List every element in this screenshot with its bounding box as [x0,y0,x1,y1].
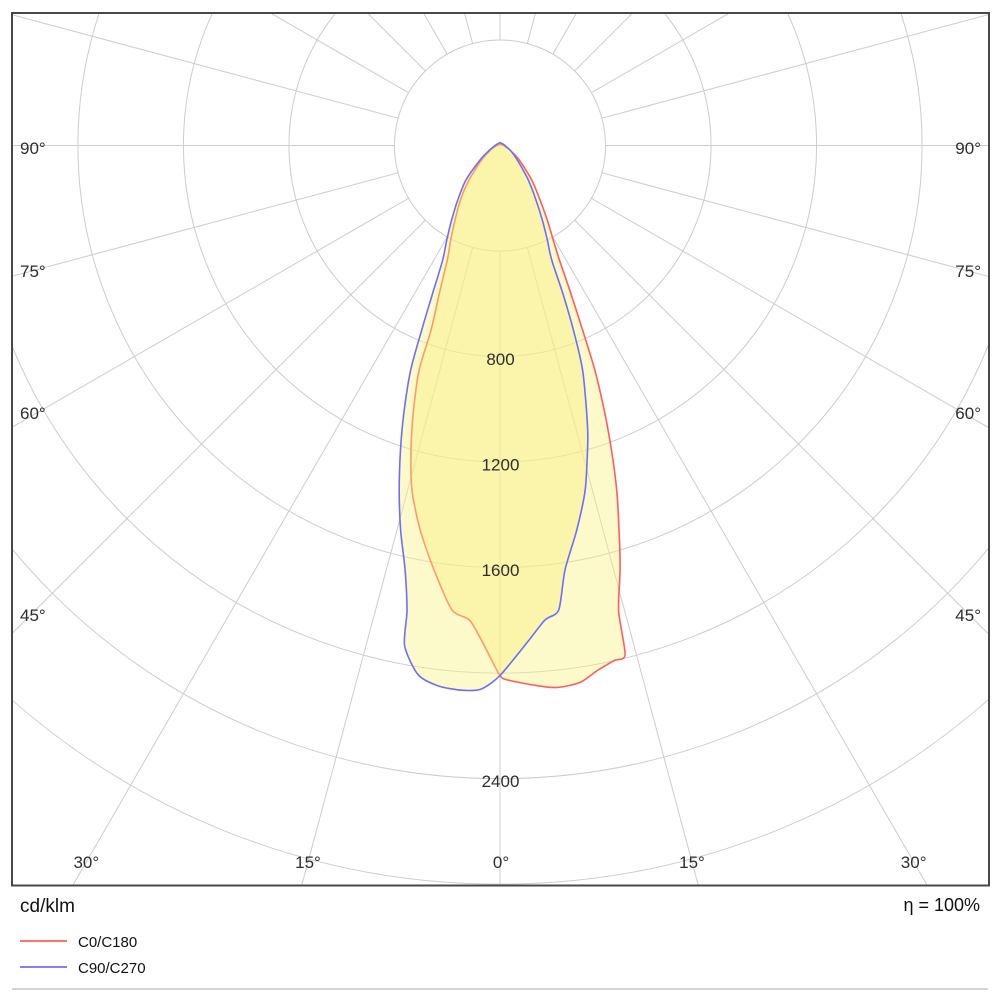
grid-radial-60 [591,197,988,428]
curves-layer [398,141,626,692]
grid-radial-255 [13,14,399,119]
efficiency-label: η = 100% [903,895,980,915]
grid-radial-315 [13,219,426,634]
unit-label: cd/klm [20,896,75,917]
grid-radial-285 [13,172,399,277]
grid-radial-330 [72,236,448,885]
curve-c0-c180 [410,143,626,689]
angle-label-bottom-left-30: 30° [73,853,99,872]
grid-radial-300 [13,197,409,428]
angle-label-bottom-left-15: 15° [295,853,321,872]
legend: C0/C180 C90/C270 [20,934,146,977]
angle-label-bottom-right-30: 30° [901,853,927,872]
angle-label-bottom-right-15: 15° [679,853,705,872]
angle-label-right-60: 60° [955,404,981,423]
grid-radial-75 [601,172,988,277]
legend-label-c90-c270: C90/C270 [78,960,146,977]
angle-label-bottom-0: 0° [493,853,509,872]
grid-radial-30 [552,236,928,885]
ring-label-2400: 2400 [482,772,520,791]
grid-radial-15 [526,247,699,885]
curve-c90-c270 [398,141,589,692]
angle-label-right-90: 90° [955,139,981,158]
ring-label-800: 800 [486,350,514,369]
angle-label-left-45: 45° [20,606,46,625]
labels-layer: 800 1200 1600 2400 0° 15° 15° 30° 30° 45° 45° 60° 60… [20,139,981,872]
plot-border [11,12,990,887]
ring-label-1200: 1200 [482,456,520,475]
legend-label-c0-c180: C0/C180 [78,934,137,951]
angle-label-right-45: 45° [955,606,981,625]
grid-radial-345 [301,247,474,885]
angle-label-right-75: 75° [955,262,981,281]
angle-label-left-60: 60° [20,404,46,423]
grid-radial-105 [601,14,988,119]
ring-label-1600: 1600 [482,561,520,580]
angle-label-left-75: 75° [20,262,46,281]
grid-radial-45 [574,219,988,635]
angle-label-left-90: 90° [20,139,46,158]
